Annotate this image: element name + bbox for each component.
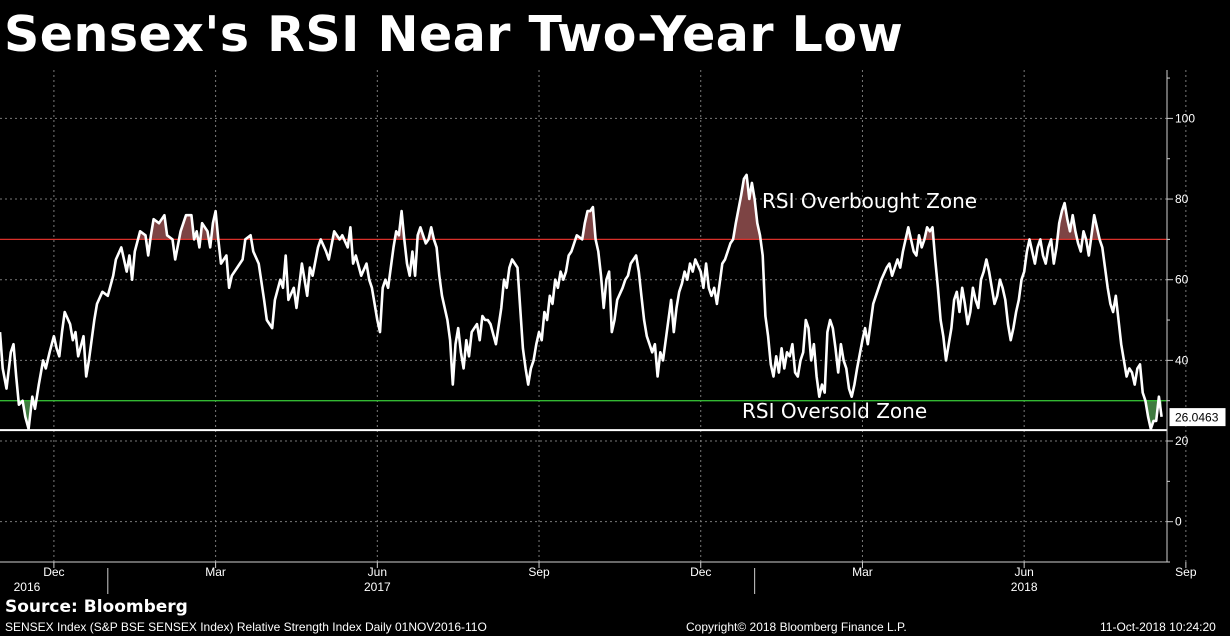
x-tick-label-6: Jun xyxy=(1014,565,1033,579)
x-tick-label-4: Dec xyxy=(690,565,711,579)
x-tick-label-3: Sep xyxy=(528,565,550,579)
year-label-1: 2017 xyxy=(364,580,391,594)
chart-title: Sensex's RSI Near Two-Year Low xyxy=(4,6,904,63)
x-tick-label-2: Jun xyxy=(368,565,387,579)
index-description: SENSEX Index (S&P BSE SENSEX Index) Rela… xyxy=(5,620,487,634)
x-tick-label-0: Dec xyxy=(43,565,64,579)
y-tick-label-0: 0 xyxy=(1175,515,1182,529)
y-tick-label-20: 20 xyxy=(1175,434,1189,448)
last-value-box xyxy=(1169,408,1226,427)
overbought-annotation: RSI Overbought Zone xyxy=(762,189,977,213)
oversold-fill xyxy=(18,400,1162,429)
y-tick-label-100: 100 xyxy=(1175,111,1195,125)
rsi-line xyxy=(0,173,1163,431)
source-label: Source: Bloomberg xyxy=(5,597,188,617)
timestamp: 11-Oct-2018 10:24:20 xyxy=(1100,620,1216,634)
x-tick-label-7: Sep xyxy=(1175,565,1197,579)
year-label-0: 2016 xyxy=(14,580,41,594)
oversold-annotation: RSI Oversold Zone xyxy=(742,399,927,423)
year-label-2: 2018 xyxy=(1011,580,1038,594)
zone-fills xyxy=(18,174,1162,429)
y-tick-label-60: 60 xyxy=(1175,273,1189,287)
x-tick-label-1: Mar xyxy=(205,565,226,579)
axes: 0 20 40 60 80 100 26.0463 Dec Mar Jun Sep Dec Mar Jun… xyxy=(0,70,1226,594)
x-tick-label-5: Mar xyxy=(852,565,873,579)
level-lines xyxy=(0,238,1167,432)
y-tick-label-40: 40 xyxy=(1175,353,1189,367)
last-value-label: 26.0463 xyxy=(1175,411,1219,425)
copyright: Copyright© 2018 Bloomberg Finance L.P. xyxy=(686,620,907,634)
y-tick-label-80: 80 xyxy=(1175,192,1189,206)
rsi-line-group xyxy=(0,173,1163,431)
